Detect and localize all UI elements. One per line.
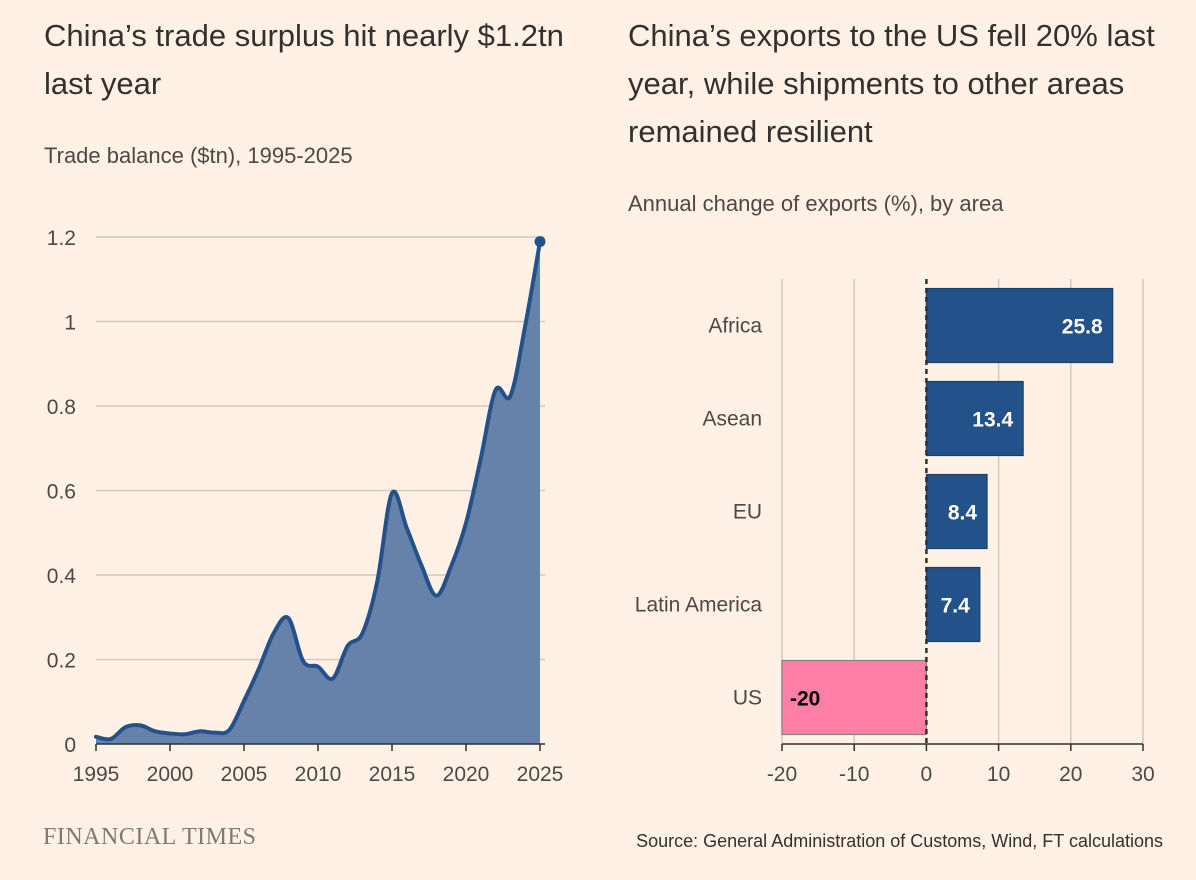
x-tick-label: 1995 <box>73 763 120 786</box>
x-tick-label: 2020 <box>443 763 490 786</box>
x-tick-label: -20 <box>767 763 797 786</box>
x-tick-label: 2015 <box>369 763 416 786</box>
x-tick-label: 2025 <box>517 763 564 786</box>
source-note: Source: General Administration of Custom… <box>636 831 1163 851</box>
trade-balance-area <box>96 241 540 744</box>
ft-logo: FINANCIAL TIMES <box>43 824 257 850</box>
bar-value-label: 13.4 <box>972 409 1013 432</box>
bar-value-label: 7.4 <box>941 595 971 618</box>
right-chart-title: China’s exports to the US fell 20% last … <box>628 18 1155 149</box>
trade-balance-area-chart: 0 0.2 0.4 0.6 0.8 1 1.2 1995 2000 2005 2010 2015 202… <box>47 227 564 786</box>
y-tick-label: 0.6 <box>47 481 76 504</box>
category-label: Latin America <box>635 594 763 617</box>
y-tick-label: 0.8 <box>47 396 76 419</box>
y-tick-label: 1.2 <box>47 227 76 250</box>
bar-value-label: 25.8 <box>1062 316 1103 339</box>
category-label: US <box>733 687 762 710</box>
left-chart-title: China’s trade surplus hit nearly $1.2tn … <box>44 18 564 101</box>
x-tick-label: 20 <box>1059 763 1082 786</box>
left-chart-subtitle: Trade balance ($tn), 1995-2025 <box>44 143 353 168</box>
bar-value-label: 8.4 <box>948 502 978 525</box>
exports-change-bar-chart: Africa 25.8 Asean 13.4 EU 8.4 Latin America 7.4… <box>635 279 1155 786</box>
x-tick-label: 2005 <box>221 763 268 786</box>
bar-africa <box>925 287 1114 364</box>
y-tick-label: 0 <box>64 734 76 757</box>
category-label: Africa <box>708 315 762 338</box>
category-label: EU <box>733 501 762 524</box>
y-tick-label: 1 <box>64 312 76 335</box>
y-tick-label: 0.2 <box>47 650 76 673</box>
x-tick-label: 10 <box>987 763 1010 786</box>
endpoint-marker <box>534 236 546 248</box>
category-label: Asean <box>702 408 762 431</box>
bar-us <box>781 659 927 736</box>
x-tick-label: 2010 <box>295 763 342 786</box>
bar-value-label: -20 <box>790 688 820 711</box>
right-chart-subtitle: Annual change of exports (%), by area <box>628 191 1004 216</box>
y-tick-label: 0.4 <box>47 565 77 588</box>
x-tick-label: 2000 <box>147 763 194 786</box>
bar-eu <box>925 473 988 550</box>
x-tick-label: 0 <box>921 763 933 786</box>
bar-asean <box>925 380 1024 457</box>
trade-balance-line <box>94 239 542 742</box>
bar-latin-america <box>925 566 981 643</box>
x-tick-label: -10 <box>839 763 869 786</box>
x-tick-label: 30 <box>1131 763 1154 786</box>
